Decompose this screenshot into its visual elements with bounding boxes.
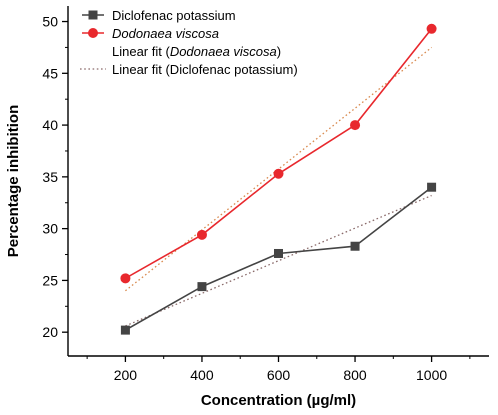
legend-circle-marker — [88, 28, 98, 38]
legend-label: Diclofenac potassium — [112, 8, 236, 23]
data-point-square — [120, 325, 130, 335]
data-point-circle — [350, 120, 361, 131]
data-point-square — [197, 282, 207, 292]
legend-item-dodonaea: Dodonaea viscosa — [82, 26, 219, 41]
data-point-circle — [196, 229, 207, 240]
y-tick-label: 50 — [42, 14, 58, 30]
y-tick-label: 30 — [42, 221, 58, 237]
x-axis-ticks: 200 400 600 800 1000 — [86, 356, 471, 383]
legend-label: Linear fit (Dodonaea viscosa) — [112, 44, 281, 59]
data-point-square — [427, 182, 437, 192]
legend-square-marker — [88, 10, 98, 20]
x-tick-label: 200 — [114, 367, 138, 383]
linear-fit-line — [125, 194, 432, 327]
y-tick-label: 45 — [42, 65, 58, 81]
y-axis-title: Percentage inhibition — [5, 105, 22, 258]
legend-label: Dodonaea viscosa — [112, 26, 219, 41]
x-axis-title: Concentration (µg/ml) — [201, 392, 356, 409]
data-point-square — [274, 248, 283, 258]
y-axis-ticks: 20 25 30 35 40 45 50 — [42, 14, 68, 340]
data-series — [120, 23, 437, 335]
data-point-square — [350, 241, 360, 251]
legend-item-fit-diclofenac: Linear fit (Diclofenac potassium) — [80, 62, 298, 77]
legend-label: Linear fit (Diclofenac potassium) — [112, 62, 298, 77]
series-line — [125, 186, 433, 331]
data-point-circle — [273, 168, 284, 179]
data-point-circle — [426, 23, 437, 34]
x-tick-label: 1000 — [416, 367, 447, 383]
x-tick-label: 400 — [190, 367, 214, 383]
legend: Diclofenac potassium Dodonaea viscosa Li… — [80, 8, 298, 77]
y-tick-label: 40 — [42, 117, 58, 133]
legend-item-fit-dodonaea: Linear fit (Dodonaea viscosa) — [112, 44, 281, 59]
data-point-circle — [120, 273, 131, 284]
x-tick-label: 800 — [343, 367, 367, 383]
y-tick-label: 25 — [42, 272, 58, 288]
y-tick-label: 20 — [42, 324, 58, 340]
fit-lines — [125, 46, 432, 327]
y-tick-label: 35 — [42, 169, 58, 185]
x-tick-label: 600 — [267, 367, 291, 383]
legend-item-diclofenac: Diclofenac potassium — [82, 8, 236, 23]
